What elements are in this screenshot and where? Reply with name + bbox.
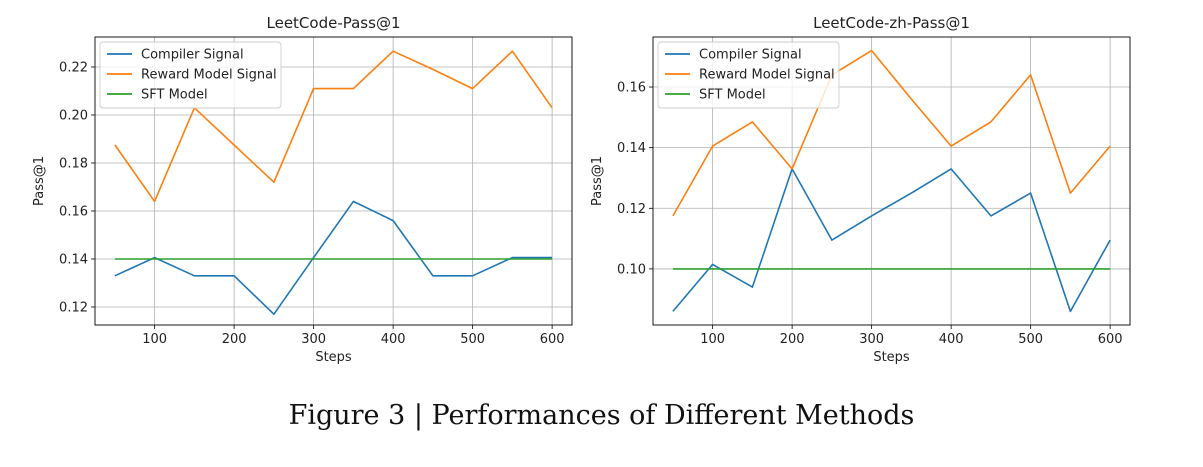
x-tick-label: 400 — [939, 332, 964, 347]
y-tick-label: 0.18 — [59, 157, 88, 172]
y-tick-label: 0.16 — [59, 205, 88, 220]
y-tick-label: 0.22 — [59, 61, 88, 76]
plot-frame — [652, 36, 1131, 326]
legend: Compiler Signal Reward Model Signal SFT Mo… — [657, 41, 840, 109]
y-axis-label: Pass@1 — [590, 156, 605, 206]
legend-entry: SFT Model — [141, 88, 208, 103]
series-line-compiler-signal — [114, 200, 553, 316]
x-tick-label: 400 — [381, 332, 406, 347]
x-tick-label: 100 — [142, 332, 167, 347]
chart-panel-1: LeetCode-Pass@1 100 200 300 400 500 600 0.12 0.1… — [32, 14, 573, 365]
legend: Compiler Signal Reward Model Signal SFT Mo… — [99, 41, 282, 109]
x-tick-label: 600 — [540, 332, 565, 347]
y-tick-label: 0.20 — [59, 109, 88, 124]
series-line-compiler-signal — [672, 168, 1111, 313]
x-tick-label: 500 — [1018, 332, 1043, 347]
chart-title: LeetCode-zh-Pass@1 — [813, 14, 970, 32]
x-tick-label: 200 — [780, 332, 805, 347]
figure-caption: Figure 3 | Performances of Different Met… — [288, 400, 915, 431]
legend-entry: Reward Model Signal — [141, 68, 277, 83]
y-tick-label: 0.16 — [617, 81, 646, 96]
y-tick-label: 0.14 — [617, 141, 646, 156]
chart-title: LeetCode-Pass@1 — [267, 14, 401, 32]
y-tick-label: 0.14 — [59, 253, 88, 268]
y-tick-label: 0.10 — [617, 262, 646, 277]
y-axis-label: Pass@1 — [32, 156, 47, 206]
x-tick-label: 300 — [859, 332, 884, 347]
y-tick-label: 0.12 — [59, 301, 88, 316]
legend-entry: SFT Model — [699, 88, 766, 103]
x-axis-label: Steps — [873, 350, 910, 365]
x-tick-label: 600 — [1098, 332, 1123, 347]
series-line-reward-model-signal — [672, 49, 1111, 217]
legend-box — [99, 41, 282, 109]
x-tick-label: 100 — [700, 332, 725, 347]
series-line-reward-model-signal — [114, 50, 553, 203]
x-axis-label: Steps — [315, 350, 352, 365]
chart-panel-2: LeetCode-zh-Pass@1 100 200 300 400 500 600 0.10… — [590, 14, 1131, 365]
legend-entry: Compiler Signal — [699, 48, 802, 63]
x-tick-label: 200 — [222, 332, 247, 347]
plot-frame — [94, 36, 573, 326]
legend-entry: Reward Model Signal — [699, 68, 835, 83]
x-tick-label: 300 — [301, 332, 326, 347]
legend-box — [657, 41, 840, 109]
y-tick-label: 0.12 — [617, 202, 646, 217]
legend-entry: Compiler Signal — [141, 48, 244, 63]
x-tick-label: 500 — [460, 332, 485, 347]
